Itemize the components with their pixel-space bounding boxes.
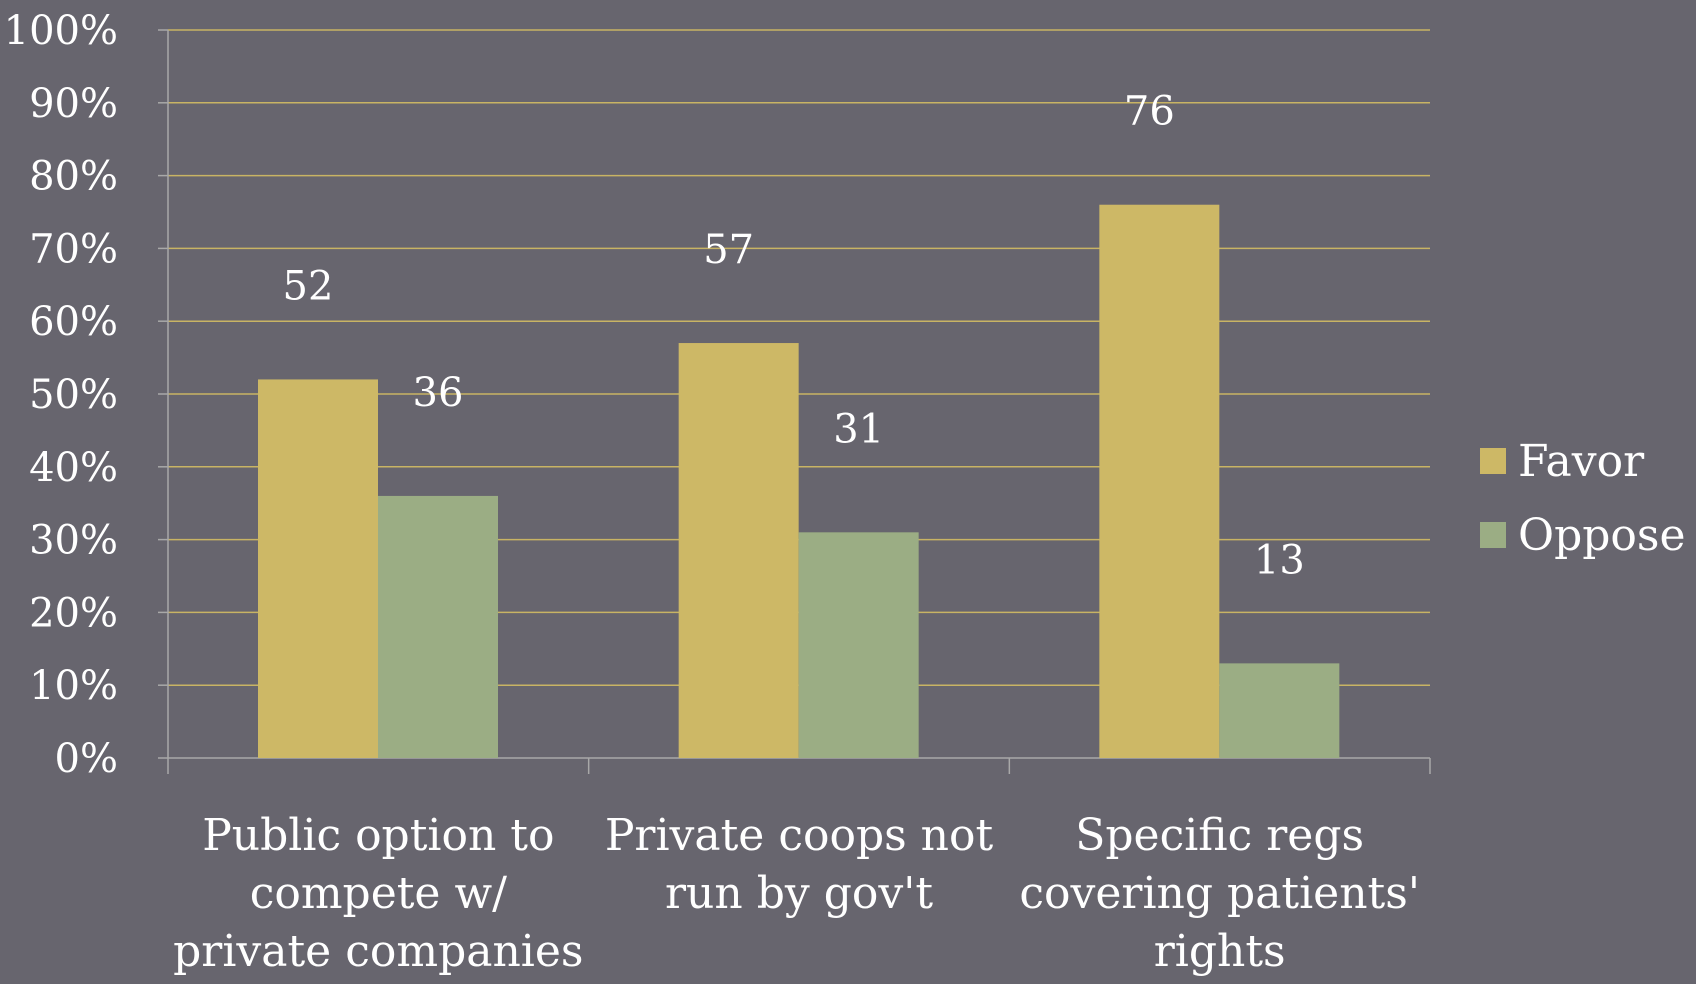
y-axis: 0% 10% 20% 30% 40% 50% 60% 70% 80% 90% 100%	[4, 8, 169, 782]
x-axis	[167, 757, 1431, 774]
category-label-line: Private coops not	[605, 810, 994, 861]
y-tick-label: 50%	[29, 372, 118, 418]
category-label-line: compete w/	[250, 868, 507, 919]
category-label-line: covering patients'	[1019, 868, 1420, 919]
y-tick-label: 30%	[29, 518, 118, 564]
y-tick-label: 80%	[29, 154, 118, 200]
bar-oppose	[798, 532, 919, 758]
category-label-line: Specific regs	[1075, 810, 1364, 861]
legend-label-oppose: Oppose	[1518, 510, 1686, 561]
category-label: Private coops not run by gov't	[605, 810, 994, 919]
bar-oppose	[378, 495, 498, 758]
category-label-line: Public option to	[202, 810, 554, 861]
category-label-line: rights	[1154, 926, 1286, 977]
legend-swatch-favor	[1480, 448, 1506, 474]
bars	[258, 204, 1340, 759]
y-tick-label: 10%	[29, 663, 118, 709]
legend-label-favor: Favor	[1518, 436, 1645, 487]
y-tick-label: 0%	[55, 736, 118, 782]
data-label-oppose: 13	[1254, 537, 1305, 583]
category-label-line: run by gov't	[665, 868, 933, 919]
y-tick-label: 60%	[29, 299, 118, 345]
data-labels: 52 36 57 31 76 13	[283, 89, 1305, 584]
y-tick-label: 40%	[29, 445, 118, 491]
data-label-oppose: 36	[413, 370, 464, 416]
category-label: Public option to compete w/private compan…	[173, 810, 583, 977]
legend: Favor Oppose	[1480, 436, 1686, 561]
legend-swatch-oppose	[1480, 522, 1506, 548]
y-tick-label: 70%	[29, 226, 118, 272]
data-label-favor: 57	[703, 227, 754, 273]
data-label-oppose: 31	[833, 406, 884, 452]
category-label-line: private companies	[173, 926, 583, 977]
bar-favor	[1099, 204, 1220, 759]
category-label: Specific regs covering patients' rights	[1019, 810, 1420, 977]
bar-favor	[258, 379, 378, 758]
data-label-favor: 52	[283, 263, 334, 309]
y-tick-label: 100%	[4, 8, 118, 54]
bar-favor	[678, 343, 799, 758]
data-label-favor: 76	[1124, 89, 1175, 135]
y-tick-label: 90%	[29, 81, 118, 127]
category-labels: Public option to compete w/private compan…	[173, 810, 1420, 977]
y-tick-label: 20%	[29, 590, 118, 636]
bar-oppose	[1219, 663, 1340, 758]
